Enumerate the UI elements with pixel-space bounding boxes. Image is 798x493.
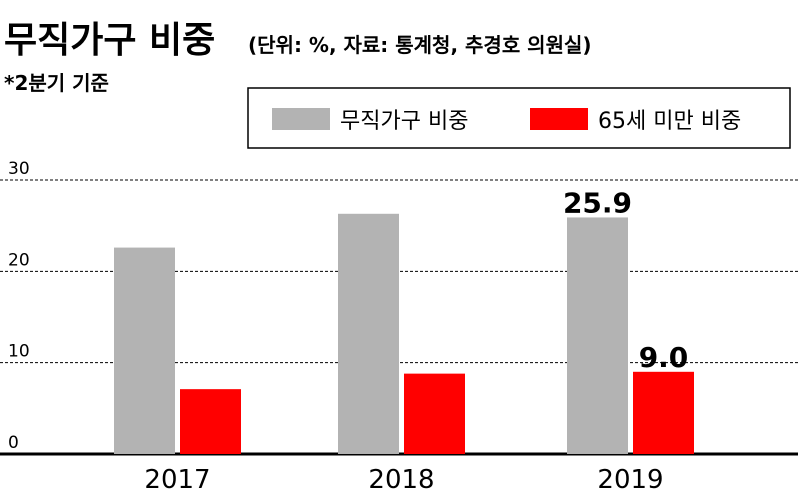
chart-note: *2분기 기준	[4, 71, 109, 95]
y-tick-label: 10	[8, 342, 30, 362]
bar-under65-2017	[180, 389, 241, 454]
y-tick-label: 30	[8, 159, 30, 179]
y-tick-label: 20	[8, 250, 30, 270]
y-tick-label: 0	[8, 433, 19, 453]
bar-jobless-2018	[338, 213, 399, 454]
legend-label-under65: 65세 미만 비중	[598, 109, 741, 134]
chart-title: 무직가구 비중	[4, 20, 215, 61]
x-tick-label: 2017	[144, 465, 210, 493]
legend-label-jobless: 무직가구 비중	[340, 109, 468, 134]
legend-box	[247, 87, 791, 149]
data-label: 25.9	[563, 186, 632, 219]
legend: 무직가구 비중 65세 미만 비중	[247, 87, 791, 149]
bar-under65-2018	[404, 373, 465, 454]
legend-swatch-gray	[272, 108, 330, 130]
bar-jobless-2019	[567, 217, 628, 454]
x-tick-label: 2019	[597, 465, 663, 493]
chart-subtitle: (단위: %, 자료: 통계청, 추경호 의원실)	[248, 33, 592, 57]
bar-under65-2019	[633, 371, 694, 454]
legend-swatch-red	[530, 108, 588, 130]
x-tick-label: 2018	[368, 465, 434, 493]
bar-jobless-2017	[114, 247, 175, 454]
data-label: 9.0	[639, 341, 689, 374]
